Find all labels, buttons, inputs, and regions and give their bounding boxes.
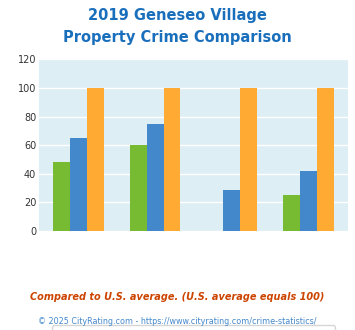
Bar — [164, 88, 180, 231]
Bar — [53, 162, 70, 231]
Text: Property Crime Comparison: Property Crime Comparison — [63, 30, 292, 45]
Legend: Geneseo Village, New York, National: Geneseo Village, New York, National — [51, 325, 335, 330]
Bar — [317, 88, 334, 231]
Text: © 2025 CityRating.com - https://www.cityrating.com/crime-statistics/: © 2025 CityRating.com - https://www.city… — [38, 317, 317, 326]
Bar — [240, 88, 257, 231]
Bar — [130, 145, 147, 231]
Bar — [223, 189, 240, 231]
Bar — [300, 171, 317, 231]
Bar — [283, 195, 300, 231]
Bar — [87, 88, 104, 231]
Bar — [147, 124, 164, 231]
Text: Compared to U.S. average. (U.S. average equals 100): Compared to U.S. average. (U.S. average … — [30, 292, 325, 302]
Text: 2019 Geneseo Village: 2019 Geneseo Village — [88, 8, 267, 23]
Bar — [70, 138, 87, 231]
